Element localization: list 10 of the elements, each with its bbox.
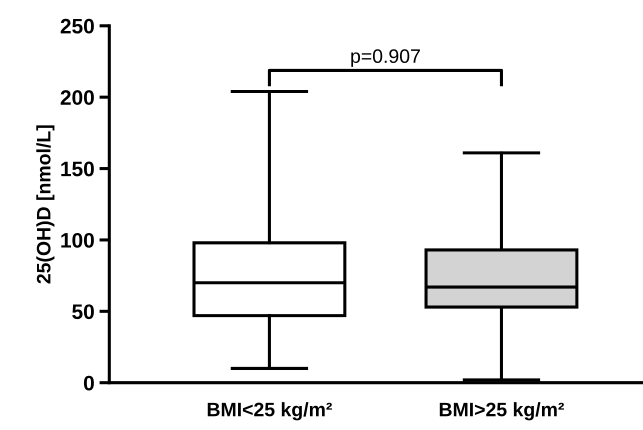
x-tick-label: BMI>25 kg/m² (440, 402, 564, 420)
x-tick-label: BMI<25 kg/m² (208, 402, 332, 420)
annotation: p=0.907 (351, 49, 420, 67)
y-tick-label: 0 (84, 376, 94, 390)
y-tick-label: 250 (60, 18, 94, 34)
y-tick-label: 50 (72, 304, 94, 320)
y-axis-title: 25(OH)D [nmol/L] (36, 125, 54, 284)
y-tick-label: 150 (61, 162, 94, 176)
y-tick-label: 100 (61, 232, 94, 248)
y-tick-label: 200 (60, 90, 94, 105)
